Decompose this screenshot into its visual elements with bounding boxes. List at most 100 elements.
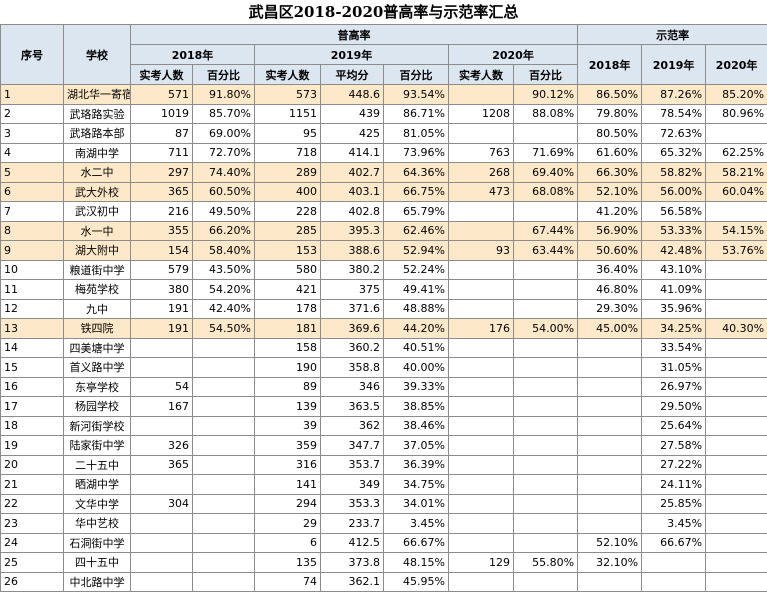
cell xyxy=(192,357,255,378)
cell: 54.50% xyxy=(192,318,255,339)
cell xyxy=(705,552,767,573)
header-cell: 2018年 xyxy=(130,44,255,65)
cell: 2 xyxy=(0,103,64,124)
cell: 25.85% xyxy=(641,493,707,514)
table-row: 9 湖大附中 154 58.40% 153 388.6 52.94% 93 63.44% 50.6… xyxy=(0,240,767,261)
cell xyxy=(705,259,767,280)
cell: 355 xyxy=(130,220,193,241)
cell: 380 xyxy=(130,279,193,300)
cell: 45.00% xyxy=(577,318,643,339)
cell: 580 xyxy=(254,259,321,280)
cell: 39.33% xyxy=(383,376,449,397)
cell xyxy=(705,201,767,222)
cell: 35.96% xyxy=(641,298,707,319)
cell: 56.90% xyxy=(577,220,643,241)
cell xyxy=(512,454,579,475)
cell xyxy=(577,493,643,514)
table-row: 24 石洞街中学 6 412.5 66.67% 52.10% 66.67% xyxy=(0,532,767,553)
cell: 297 xyxy=(130,162,193,183)
cell: 40.30% xyxy=(705,318,767,339)
cell: 1019 xyxy=(130,103,193,124)
table-row: 5 水二中 297 74.40% 289 402.7 64.36% 268 69.40% 66.3… xyxy=(0,162,767,183)
cell xyxy=(705,532,767,553)
cell: 52.94% xyxy=(383,240,449,261)
cell: 60.04% xyxy=(705,181,767,202)
cell: 380.2 xyxy=(320,259,384,280)
cell xyxy=(705,396,767,417)
cell: 四十五中 xyxy=(63,552,131,573)
cell: 14 xyxy=(0,337,64,358)
header-cell: 2019年 xyxy=(641,44,707,85)
cell xyxy=(130,415,193,436)
cell: 62.46% xyxy=(383,220,449,241)
cell: 363.5 xyxy=(320,396,384,417)
cell xyxy=(448,435,514,456)
cell xyxy=(192,396,255,417)
cell: 53.33% xyxy=(641,220,707,241)
cell: 40.51% xyxy=(383,337,449,358)
table-row: 15 首义路中学 190 358.8 40.00% 31.05% xyxy=(0,357,767,378)
cell: 93.54% xyxy=(383,84,449,105)
cell xyxy=(448,201,514,222)
cell: 37.05% xyxy=(383,435,449,456)
cell: 58.21% xyxy=(705,162,767,183)
cell: 473 xyxy=(448,181,514,202)
cell: 87 xyxy=(130,123,193,144)
cell xyxy=(192,513,255,534)
cell xyxy=(512,513,579,534)
cell: 91.80% xyxy=(192,84,255,105)
cell: 154 xyxy=(130,240,193,261)
table-row: 1 湖北华一寄宿 571 91.80% 573 448.6 93.54% 90.12% 86.5… xyxy=(0,84,767,105)
cell: 九中 xyxy=(63,298,131,319)
cell: 石洞街中学 xyxy=(63,532,131,553)
cell xyxy=(192,493,255,514)
cell: 中北路中学 xyxy=(63,571,131,592)
table-row: 6 武大外校 365 60.50% 400 403.1 66.75% 473 68.08% 52.… xyxy=(0,181,767,202)
cell xyxy=(705,298,767,319)
cell: 395.3 xyxy=(320,220,384,241)
cell: 362.1 xyxy=(320,571,384,592)
cell: 66.67% xyxy=(641,532,707,553)
cell: 6 xyxy=(0,181,64,202)
cell: 54.00% xyxy=(512,318,579,339)
cell: 359 xyxy=(254,435,321,456)
cell xyxy=(192,435,255,456)
cell xyxy=(512,435,579,456)
header-cell: 普高率 xyxy=(129,24,579,45)
cell: 武汉初中 xyxy=(63,201,131,222)
cell: 49.41% xyxy=(383,279,449,300)
cell: 11 xyxy=(0,279,64,300)
table-row: 13 铁四院 191 54.50% 181 369.6 44.20% 176 54.00% 45.… xyxy=(0,318,767,339)
table-row: 12 九中 191 42.40% 178 371.6 48.88% 29.30% 35.96% xyxy=(0,298,767,319)
cell: 80.96% xyxy=(705,103,767,124)
cell: 316 xyxy=(254,454,321,475)
cell xyxy=(705,493,767,514)
cell xyxy=(705,454,767,475)
cell: 69.40% xyxy=(512,162,579,183)
cell: 285 xyxy=(254,220,321,241)
table-row: 26 中北路中学 74 362.1 45.95% xyxy=(0,571,767,592)
cell xyxy=(512,201,579,222)
cell xyxy=(512,357,579,378)
header-cell: 平均分 xyxy=(320,64,384,85)
cell: 48.88% xyxy=(383,298,449,319)
cell xyxy=(512,337,579,358)
cell xyxy=(130,357,193,378)
cell xyxy=(577,474,643,495)
cell: 52.24% xyxy=(383,259,449,280)
cell: 54.20% xyxy=(192,279,255,300)
table-row: 7 武汉初中 216 49.50% 228 402.8 65.79% 41.20% 56.58% xyxy=(0,201,767,222)
cell xyxy=(448,454,514,475)
cell: 66.75% xyxy=(383,181,449,202)
cell: 27.22% xyxy=(641,454,707,475)
cell: 139 xyxy=(254,396,321,417)
cell xyxy=(705,376,767,397)
cell xyxy=(577,513,643,534)
cell: 360.2 xyxy=(320,337,384,358)
cell: 25.64% xyxy=(641,415,707,436)
cell: 87.26% xyxy=(641,84,707,105)
cell: 402.8 xyxy=(320,201,384,222)
cell: 二十五中 xyxy=(63,454,131,475)
cell xyxy=(130,552,193,573)
cell xyxy=(448,220,514,241)
